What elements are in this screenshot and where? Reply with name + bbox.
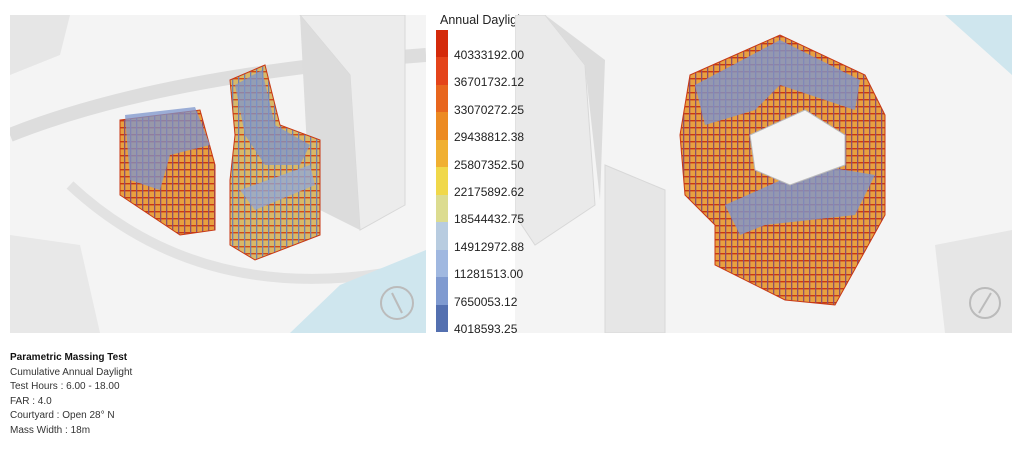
legend-swatch (436, 277, 448, 306)
legend-swatch (436, 30, 448, 58)
legend-swatch (436, 304, 448, 333)
legend-label: 14912972.88 (454, 239, 525, 254)
left-view (10, 15, 426, 333)
legend-swatch (436, 139, 448, 168)
legend-swatch (436, 167, 448, 196)
legend-label: 7650053.12 (454, 294, 518, 309)
legend-label: 33070272.25 (454, 102, 525, 117)
legend-swatch (436, 112, 448, 141)
legend-label: 11281513.00 (454, 267, 524, 282)
legend-swatch (436, 194, 448, 223)
caption-line: Test Hours : 6.00 - 18.00 (10, 381, 120, 393)
caption-line: Mass Width : 18m (10, 424, 91, 436)
legend-label: 4018593.25 (454, 322, 518, 337)
legend-label: 29438812.38 (454, 130, 525, 145)
caption-title: Parametric Massing Test (10, 352, 128, 363)
legend-label: 40333192.00 (454, 47, 525, 62)
legend-swatch (436, 84, 448, 113)
legend-label: 22175892.62 (454, 185, 525, 199)
caption-line: FAR : 4.0 (10, 395, 52, 407)
legend-title: Annual Daylight (440, 13, 528, 27)
legend-label: 18544432.75 (454, 212, 525, 227)
legend-swatch (436, 249, 448, 278)
legend-swatch (436, 222, 448, 251)
legend-bar (436, 30, 448, 333)
right-view (515, 15, 1012, 333)
legend-label: 36701732.12 (454, 75, 525, 90)
caption-line: Cumulative Annual Daylight (10, 366, 133, 378)
caption-line: Courtyard : Open 28° N (10, 410, 115, 422)
legend-swatch (436, 57, 448, 86)
legend-label: 25807352.50 (454, 157, 525, 172)
caption: Parametric Massing Test Cumulative Annua… (10, 351, 132, 439)
